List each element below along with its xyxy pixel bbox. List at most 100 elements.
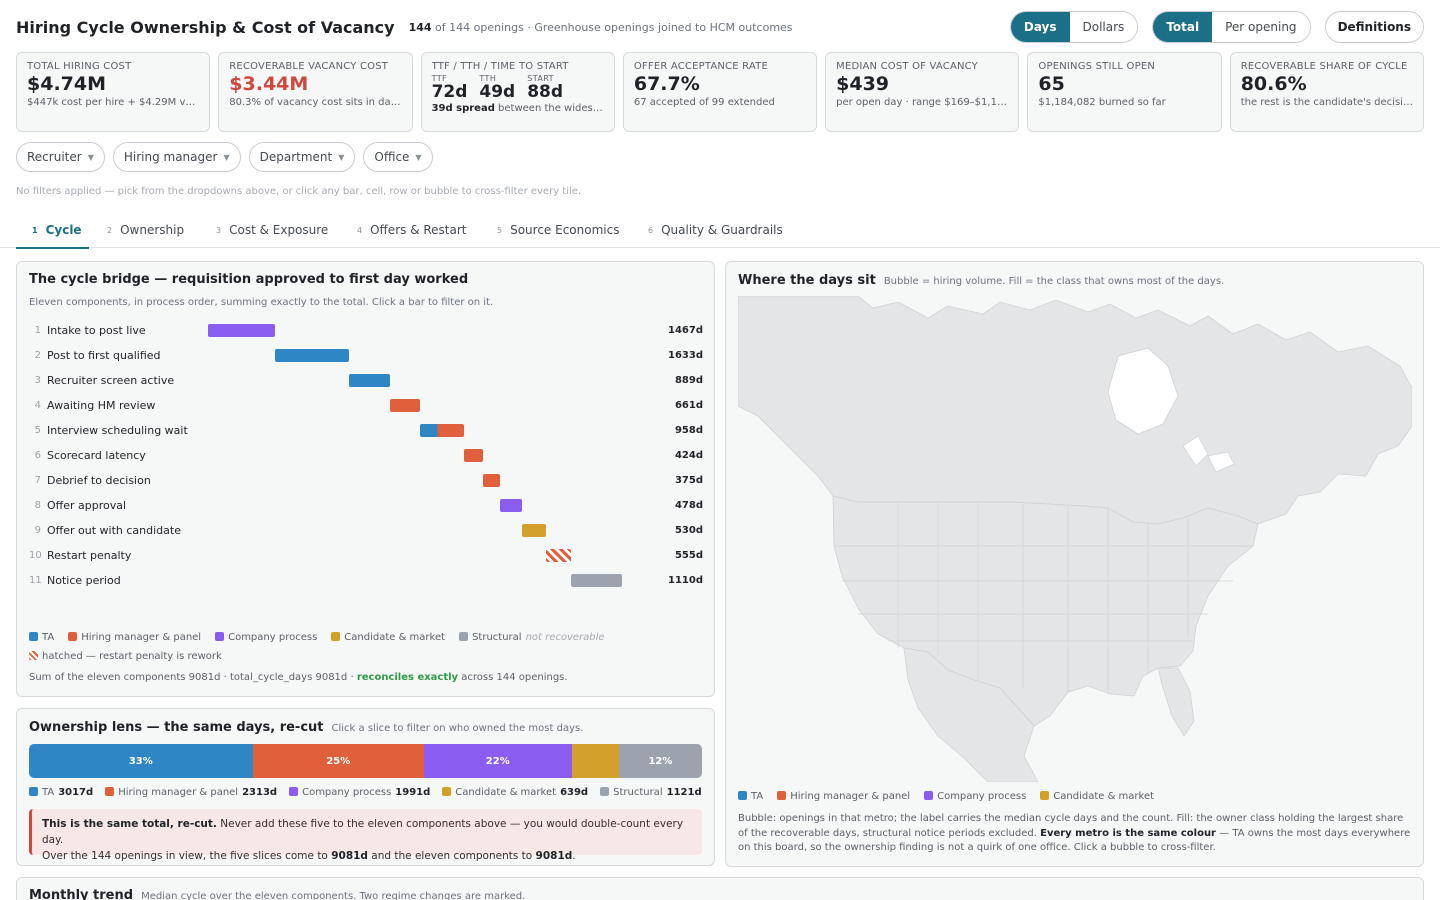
opening-count-shown: 144 [408,20,432,34]
tab-quality-guardrails[interactable]: 6 Quality & Guardrails [648,212,783,248]
tab-source-economics[interactable]: 5 Source Economics [497,212,619,248]
bridge-row[interactable]: 11 Notice period 1110d [29,568,703,593]
map-legend-ta: TA [738,791,763,802]
bridge-bar[interactable] [463,449,484,462]
bridge-bar[interactable] [420,424,464,437]
kpi-note: 80.3% of vacancy cost sits in days someo… [229,97,402,108]
dollars-toggle-button[interactable]: Dollars [1069,12,1138,42]
bridge-bar[interactable] [546,549,572,562]
bridge-row[interactable]: 7 Debrief to decision 375d [29,468,703,493]
tab-ownership[interactable]: 2 Ownership [107,212,184,248]
legend-swatch [924,791,934,800]
kpi-value: $439 [836,73,890,95]
start-label: START [527,74,554,83]
bridge-bar[interactable] [349,374,390,387]
kpi-value: 67.7% [633,73,700,95]
office-filter-dropdown[interactable]: Office ▼ [363,142,433,172]
monthly-trend-panel: Monthly trend Median cycle over the elev… [16,877,1424,900]
tth-label: TTH [479,74,497,83]
legend-swatch [289,787,299,796]
bridge-row-index: 10 [29,550,42,561]
reconciliation-note: Sum of the eleven components 9081d · tot… [29,672,568,683]
warning-components-total: 9081d [535,850,573,862]
bridge-row-total: 889d [674,375,703,386]
definitions-button[interactable]: Definitions [1324,11,1424,43]
map-legend-hm: Hiring manager & panel [777,791,910,802]
bridge-bar[interactable] [274,349,350,362]
kpi-openings-still-open[interactable]: OPENINGS STILL OPEN 65 $1,184,082 burned… [1027,52,1222,132]
kpi-recoverable-share-of-cycle[interactable]: RECOVERABLE SHARE OF CYCLE 80.6% the res… [1229,52,1424,132]
bridge-bar[interactable] [521,524,547,537]
ownership-slice-candidate[interactable] [571,744,619,778]
bridge-row[interactable]: 1 Intake to post live 1467d [29,318,703,343]
warning-text: Never add these five to the eleven compo… [42,818,684,846]
ownership-legend-candidate: Candidate & market 639d [442,787,588,798]
tab-cycle[interactable]: 1 Cycle [16,212,89,249]
kpi-ttf-tth-start[interactable]: TTF / TTH / TIME TO START TTF 72d TTH 49d … [420,52,615,132]
bridge-bar[interactable] [500,499,522,512]
bridge-row[interactable]: 8 Offer approval 478d [29,493,703,518]
ownership-slice-structural[interactable]: 12% [618,744,702,778]
ownership-slice-ta[interactable]: 33% [29,744,253,778]
state-borders [834,502,1253,694]
legend-days: 3017d [58,787,94,798]
opening-count: 144 of 144 openings · Greenhouse opening… [409,21,793,34]
bridge-row[interactable]: 4 Awaiting HM review 661d [29,393,703,418]
bridge-legend: TA Hiring manager & panel Company proces… [29,632,605,643]
legend-label: Structural [613,787,663,798]
total-toggle-button[interactable]: Total [1153,12,1213,42]
tab-offers-restart[interactable]: 4 Offers & Restart [357,212,467,248]
scope-toggle: Total Per opening [1152,11,1311,43]
bridge-bar[interactable] [571,574,622,587]
bridge-row-label: Notice period [47,574,121,587]
kpi-label: OPENINGS STILL OPEN [1038,61,1156,72]
legend-swatch [459,632,469,641]
kpi-note: 67 accepted of 99 extended [633,97,775,108]
recruiter-filter-dropdown[interactable]: Recruiter ▼ [16,142,105,172]
bridge-row[interactable]: 6 Scorecard latency 424d [29,443,703,468]
tab-cost-exposure[interactable]: 3 Cost & Exposure [216,212,328,248]
bridge-row-total: 661d [674,400,703,411]
bridge-bar[interactable] [483,474,501,487]
bridge-row[interactable]: 10 Restart penalty 555d [29,543,703,568]
per-opening-toggle-button[interactable]: Per opening [1212,12,1310,42]
legend-swatch [600,787,610,796]
kpi-value: $3.44M [229,73,309,95]
bridge-row[interactable]: 3 Recruiter screen active 889d [29,368,703,393]
kpi-value: $4.74M [27,73,107,95]
legend-swatch [1040,791,1050,800]
kpi-label: RECOVERABLE VACANCY COST [229,61,389,72]
filter-label: Department [259,150,333,164]
bridge-row[interactable]: 9 Offer out with candidate 530d [29,518,703,543]
kpi-label: RECOVERABLE SHARE OF CYCLE [1240,61,1408,72]
kpi-offer-acceptance-rate[interactable]: OFFER ACCEPTANCE RATE 67.7% 67 accepted … [622,52,818,132]
department-filter-dropdown[interactable]: Department ▼ [248,142,356,172]
kpi-recoverable-vacancy-cost[interactable]: RECOVERABLE VACANCY COST $3.44M 80.3% of… [218,52,413,132]
kpi-total-hiring-cost[interactable]: TOTAL HIRING COST $4.74M $447k cost per … [16,52,211,132]
chevron-down-icon: ▼ [415,152,422,162]
bridge-row[interactable]: 2 Post to first qualified 1633d [29,343,703,368]
bridge-bar[interactable] [389,399,420,412]
map-legend-company: Company process [924,791,1026,802]
bridge-row-index: 9 [34,525,41,536]
bridge-bar[interactable] [208,324,275,337]
ownership-slice-company[interactable]: 22% [423,744,572,778]
bridge-row-label: Post to first qualified [47,349,161,362]
landmass-florida [1157,667,1195,737]
tab-number: 5 [497,225,503,235]
legend-item-hatched: hatched — restart penalty is rework [29,651,222,662]
hatched-swatch [29,651,38,660]
warning-text: Over the 144 openings in view, the five … [42,850,332,862]
bridge-row-total: 1633d [668,350,703,361]
ownership-slice-hm[interactable]: 25% [252,744,424,778]
map-title: Where the days sit [738,273,876,288]
north-america-map[interactable] [738,296,1412,782]
bridge-row-label: Recruiter screen active [47,374,175,387]
kpi-median-cost-of-vacancy[interactable]: MEDIAN COST OF VACANCY $439 per open day… [825,52,1020,132]
bridge-row-label: Offer approval [47,499,127,512]
bridge-row[interactable]: 5 Interview scheduling wait 958d [29,418,703,443]
days-toggle-button[interactable]: Days [1010,12,1070,42]
legend-label: Candidate & market [1053,791,1155,802]
kpi-note: $1,184,082 burned so far [1038,97,1166,108]
hiring-manager-filter-dropdown[interactable]: Hiring manager ▼ [112,142,241,172]
